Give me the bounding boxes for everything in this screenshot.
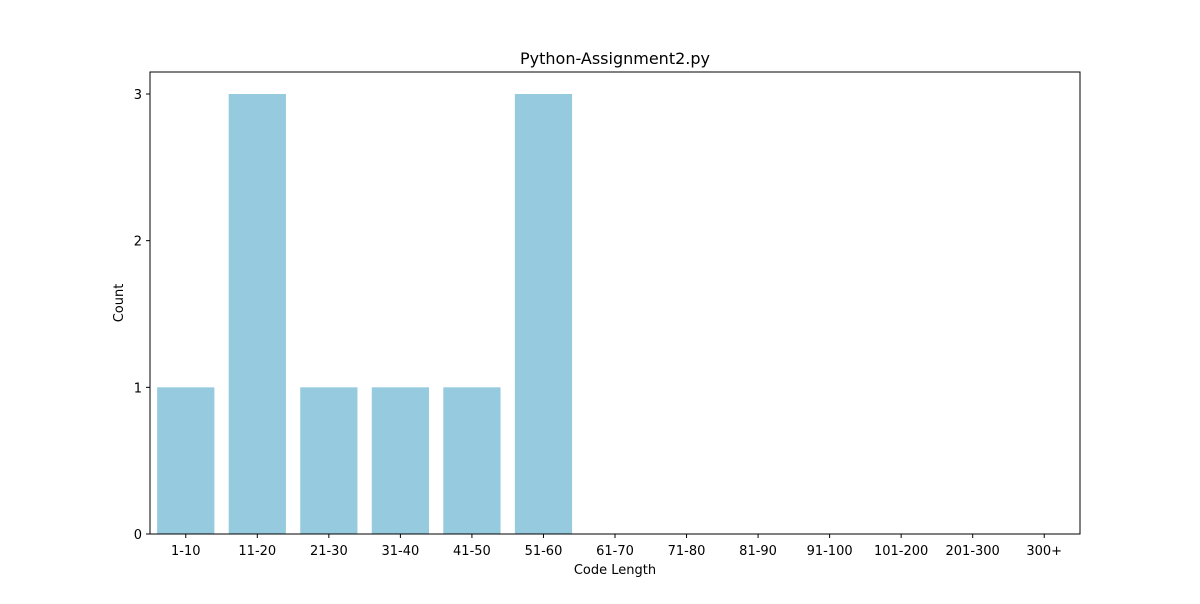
x-tick-label: 51-60 xyxy=(525,544,563,559)
x-tick-label: 101-200 xyxy=(874,544,928,559)
bar-11-20 xyxy=(228,94,286,534)
x-tick-label: 1-10 xyxy=(171,544,201,559)
y-tick-label: 1 xyxy=(134,381,142,396)
y-axis-ticks: 0 1 2 3 xyxy=(134,88,150,543)
bar-31-40 xyxy=(371,387,429,534)
x-tick-label: 41-50 xyxy=(453,544,491,559)
x-axis-label: Code Length xyxy=(574,563,656,578)
plot-frame xyxy=(149,71,1081,535)
chart-title: Python-Assignment2.py xyxy=(520,49,710,68)
x-axis-ticks: 1-10 11-20 21-30 31-40 41-50 51-60 61-70 71-80 8… xyxy=(171,534,1062,559)
bar-41-50 xyxy=(443,387,501,534)
bar-51-60 xyxy=(514,94,573,534)
x-tick-label: 61-70 xyxy=(596,544,634,559)
x-tick-label: 71-80 xyxy=(668,544,706,559)
x-tick-label: 11-20 xyxy=(238,544,276,559)
x-tick-label: 31-40 xyxy=(381,544,419,559)
x-tick-label: 91-100 xyxy=(807,544,853,559)
y-axis-label: Count xyxy=(112,284,127,323)
bars-group xyxy=(157,94,573,534)
bar-21-30 xyxy=(300,387,358,534)
x-tick-label: 21-30 xyxy=(310,544,348,559)
y-tick-label: 0 xyxy=(134,528,142,543)
x-tick-label: 81-90 xyxy=(739,544,777,559)
x-tick-label: 300+ xyxy=(1026,544,1062,559)
x-tick-label: 201-300 xyxy=(946,544,1000,559)
y-tick-label: 3 xyxy=(134,88,142,103)
y-tick-label: 2 xyxy=(134,235,142,250)
bar-1-10 xyxy=(157,387,215,534)
